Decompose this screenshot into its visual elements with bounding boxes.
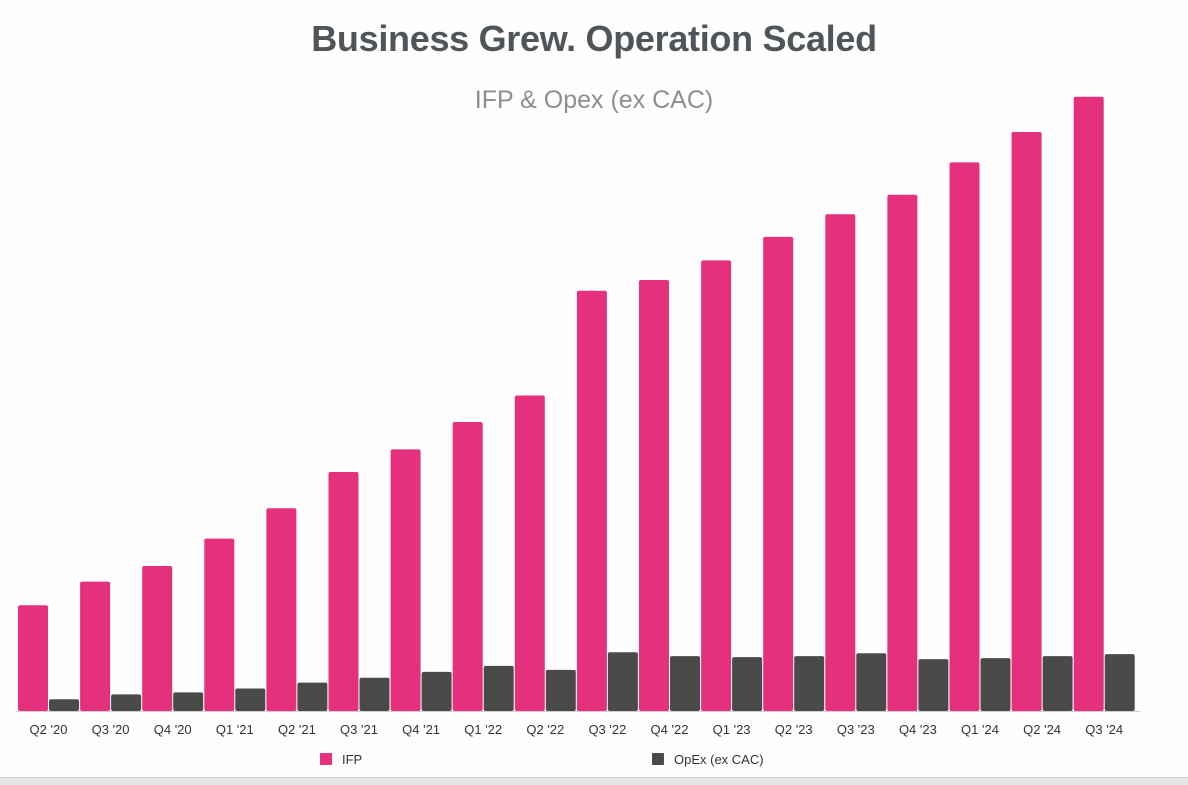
legend-item-ifp: IFP <box>320 751 362 767</box>
x-tick-label: Q1 '23 <box>713 722 751 737</box>
bar-opex-2 <box>173 692 204 711</box>
bar-opex-3 <box>235 688 266 711</box>
bar-opex-15 <box>980 658 1011 711</box>
bar-opex-1 <box>111 694 142 711</box>
x-tick-label: Q4 '20 <box>154 722 192 737</box>
bar-ifp-15 <box>949 162 980 711</box>
x-tick-label: Q3 '22 <box>588 722 626 737</box>
legend-swatch-opex <box>652 753 664 765</box>
bar-ifp-10 <box>639 279 669 711</box>
bar-ifp-0 <box>18 605 48 711</box>
bar-opex-0 <box>49 699 79 711</box>
legend-swatch-ifp <box>320 753 332 765</box>
x-tick-label: Q1 '22 <box>464 722 502 737</box>
bar-ifp-13 <box>825 214 856 711</box>
bar-opex-16 <box>1042 656 1073 711</box>
bar-opex-13 <box>856 653 887 711</box>
x-tick-label: Q4 '22 <box>651 722 689 737</box>
chart-subtitle: IFP & Opex (ex CAC) <box>474 86 714 114</box>
x-tick-label: Q1 '24 <box>961 722 999 737</box>
bar-ifp-4 <box>266 508 297 711</box>
bar-opex-8 <box>545 669 576 711</box>
legend-label-opex: OpEx (ex CAC) <box>674 751 764 767</box>
x-tick-label: Q4 '23 <box>899 722 937 737</box>
bar-opex-12 <box>794 656 825 711</box>
bar-ifp-17 <box>1073 96 1104 711</box>
x-tick-label: Q4 '21 <box>402 722 440 737</box>
bar-ifp-5 <box>328 471 359 711</box>
x-tick-label: Q2 '21 <box>278 722 316 737</box>
x-tick-label: Q2 '23 <box>775 722 813 737</box>
x-tick-label: Q2 '22 <box>526 722 564 737</box>
x-tick-label: Q3 '24 <box>1085 722 1123 737</box>
bar-ifp-9 <box>576 290 607 711</box>
bar-opex-5 <box>359 677 390 711</box>
bar-opex-17 <box>1104 654 1135 711</box>
bar-ifp-16 <box>1011 132 1042 711</box>
bar-ifp-14 <box>887 194 918 711</box>
bar-opex-7 <box>483 665 514 711</box>
bar-ifp-8 <box>514 395 545 711</box>
legend-label-ifp: IFP <box>342 751 363 767</box>
bar-ifp-11 <box>701 260 732 711</box>
bar-opex-10 <box>670 656 700 711</box>
bar-opex-14 <box>918 659 949 711</box>
footer-divider <box>0 777 1188 785</box>
x-tick-label: Q3 '21 <box>340 722 378 737</box>
x-tick-label: Q2 '20 <box>30 722 68 737</box>
bar-opex-11 <box>732 657 763 711</box>
x-tick-label: Q3 '20 <box>92 722 130 737</box>
bar-opex-4 <box>297 682 328 711</box>
bar-ifp-12 <box>763 236 794 712</box>
bar-opex-6 <box>421 671 452 711</box>
bar-ifp-7 <box>452 421 483 711</box>
bar-ifp-3 <box>204 538 235 711</box>
x-tick-label: Q1 '21 <box>216 722 254 737</box>
x-tick-label: Q3 '23 <box>837 722 875 737</box>
bar-ifp-2 <box>142 566 173 711</box>
x-tick-label: Q2 '24 <box>1023 722 1061 737</box>
legend-item-opex: OpEx (ex CAC) <box>652 751 764 767</box>
bar-ifp-1 <box>80 581 111 711</box>
bar-ifp-6 <box>390 449 421 711</box>
bar-opex-9 <box>607 652 638 711</box>
chart-title: Business Grew. Operation Scaled <box>311 18 877 59</box>
